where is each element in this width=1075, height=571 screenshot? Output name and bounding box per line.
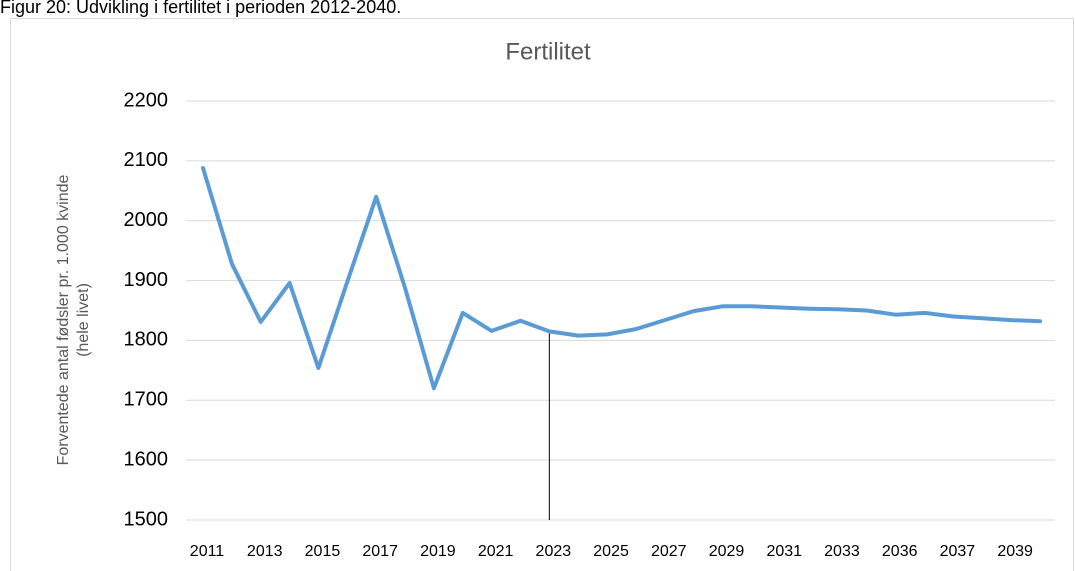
x-tick-label: 2033 [824, 543, 860, 560]
chart-title: Fertilitet [505, 38, 591, 65]
y-tick-label: 1600 [124, 448, 169, 470]
x-tick-label: 2021 [478, 543, 514, 560]
x-tick-label: 2019 [420, 543, 456, 560]
x-tick-label: 2013 [247, 543, 283, 560]
x-tick-label: 2011 [190, 543, 225, 560]
y-tick-label: 2200 [124, 89, 169, 111]
x-tick-label: 2036 [882, 543, 918, 560]
x-tick-label: 2023 [536, 543, 572, 560]
x-tick-label: 2017 [362, 543, 398, 560]
x-tick-label: 2029 [709, 543, 745, 560]
y-axis-label: Forventede antal fødsler pr. 1.000 kvind… [55, 174, 92, 465]
y-tick-label: 1800 [124, 329, 169, 351]
y-label-line: (hele livet) [75, 283, 92, 357]
x-tick-label: 2031 [766, 543, 802, 560]
x-tick-label: 2027 [651, 543, 687, 560]
chart-frame [10, 18, 1074, 571]
y-label-line: Forventede antal fødsler pr. 1.000 kvind… [55, 174, 72, 465]
data-line [201, 166, 1042, 391]
y-tick-label: 1700 [124, 389, 169, 411]
caption: Figur 20: Udvikling i fertilitet i perio… [0, 0, 401, 17]
y-tick-label: 2000 [124, 209, 169, 231]
y-tick-label: 1900 [124, 269, 169, 291]
x-tick-label: 2039 [997, 543, 1033, 560]
y-tick-label: 2100 [124, 149, 169, 171]
y-tick-label: 1500 [124, 508, 169, 530]
x-tick-label: 2025 [593, 543, 629, 560]
x-tick-label: 2037 [940, 543, 976, 560]
x-tick-label: 2015 [305, 543, 341, 560]
